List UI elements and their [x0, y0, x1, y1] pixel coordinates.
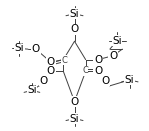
Text: Si: Si: [70, 9, 79, 19]
Text: O: O: [109, 51, 117, 61]
Text: O: O: [40, 76, 48, 86]
Text: C: C: [82, 66, 88, 75]
Text: O: O: [47, 66, 55, 76]
Text: O: O: [70, 97, 79, 107]
Text: Si: Si: [70, 114, 79, 124]
Text: O: O: [47, 57, 55, 67]
Text: O: O: [101, 76, 109, 86]
Text: O: O: [70, 24, 79, 34]
Text: O: O: [94, 66, 102, 76]
Text: Si: Si: [15, 43, 24, 53]
Text: C: C: [61, 56, 67, 65]
Text: Si: Si: [112, 36, 122, 46]
Text: Si: Si: [27, 85, 37, 95]
Text: O: O: [32, 44, 40, 54]
Text: O: O: [94, 55, 102, 65]
Text: Si: Si: [125, 75, 134, 85]
